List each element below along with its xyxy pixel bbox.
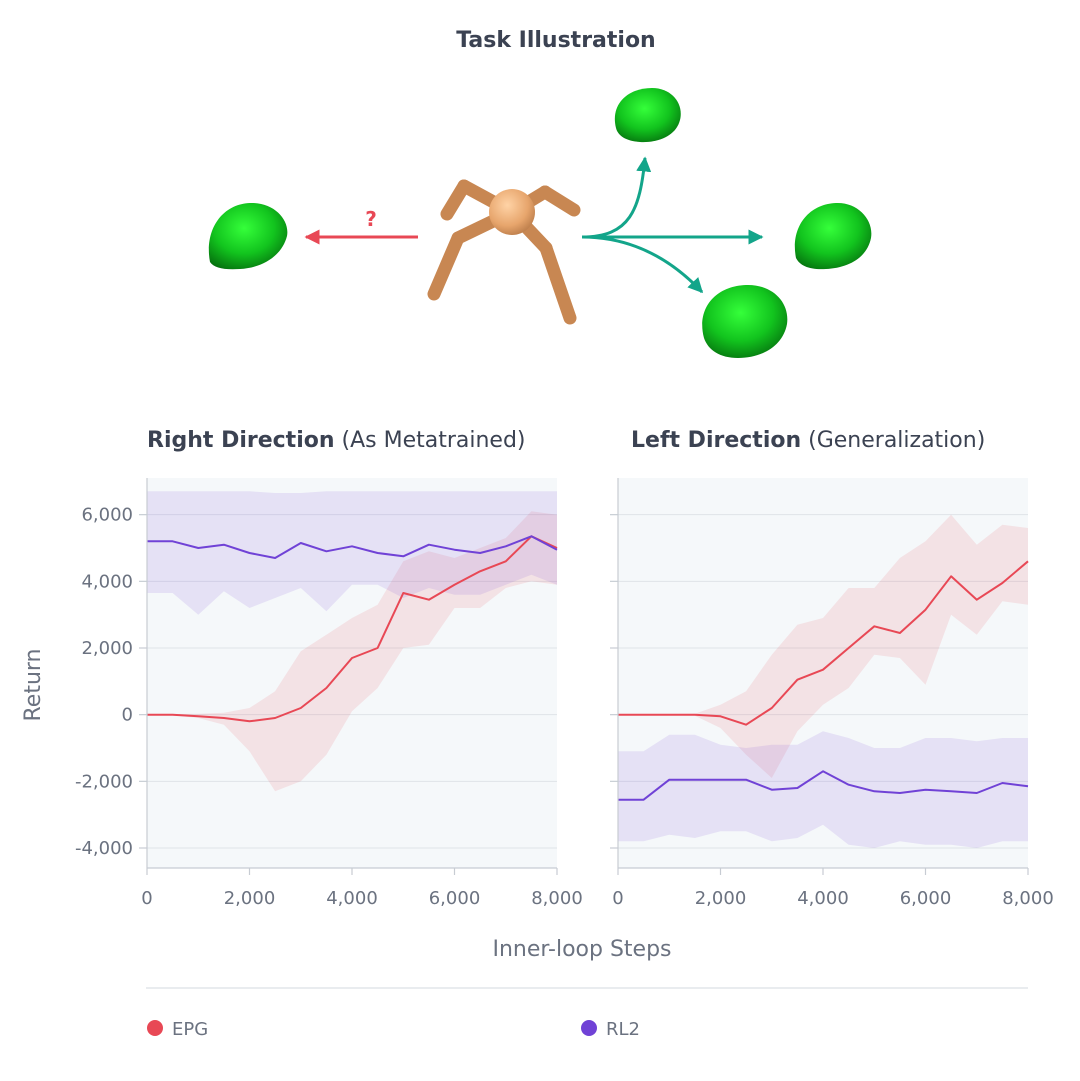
- goal-left: [208, 202, 288, 270]
- ant-agent-icon: [427, 179, 581, 325]
- legend-swatch-rl2: [581, 1020, 597, 1036]
- chart-panel-0: Right Direction (As Metatrained) -4,000 -2…: [75, 428, 583, 909]
- x-tick-label: 0: [141, 888, 152, 909]
- legend-swatch-epg: [147, 1020, 163, 1036]
- y-tick-label: 0: [122, 705, 133, 726]
- series-line-rl2: [147, 535, 558, 559]
- arrows-right: [581, 156, 764, 294]
- task-illustration: Task Illustration ?: [208, 28, 872, 358]
- y-axis-label: Return: [21, 648, 46, 721]
- arrow-up-right: [581, 156, 652, 239]
- goal-right: [794, 202, 872, 270]
- plot-background: [147, 478, 557, 868]
- x-tick-label: 6,000: [900, 888, 952, 909]
- chart-title-rest: (As Metatrained): [335, 428, 526, 453]
- chart-title-bold: Left Direction: [631, 428, 801, 453]
- chart-title-1: Left Direction (Generalization): [631, 428, 985, 453]
- x-tick-label: 2,000: [224, 888, 276, 909]
- x-tick-label: 2,000: [695, 888, 747, 909]
- y-tick-label: 2,000: [81, 638, 133, 659]
- plot-background: [618, 478, 1028, 868]
- band-epg: [618, 514, 1028, 778]
- y-tick-label: 4,000: [81, 571, 133, 592]
- series-line-rl2: [618, 770, 1029, 801]
- chart-panel-1: Left Direction (Generalization) 0 2,000 4,0…: [610, 428, 1054, 909]
- goal-top: [614, 88, 681, 143]
- y-tick-label: -2,000: [75, 771, 133, 792]
- series-line-epg: [618, 560, 1029, 726]
- x-tick-label: 8,000: [531, 888, 583, 909]
- x-tick-label: 8,000: [1002, 888, 1054, 909]
- x-tick-label: 4,000: [797, 888, 849, 909]
- legend-label-rl2: RL2: [606, 1019, 640, 1040]
- y-tick-label: 6,000: [81, 505, 133, 526]
- y-tick-label: -4,000: [75, 838, 133, 859]
- question-mark: ?: [365, 207, 377, 231]
- arrow-down-right: [581, 235, 704, 294]
- x-tick-label: 6,000: [429, 888, 481, 909]
- chart-title-rest: (Generalization): [801, 428, 985, 453]
- x-axis-label: Inner-loop Steps: [492, 937, 671, 962]
- chart-title-0: Right Direction (As Metatrained): [147, 428, 526, 453]
- charts: Right Direction (As Metatrained) -4,000 -2…: [75, 428, 1054, 909]
- x-tick-label: 4,000: [326, 888, 378, 909]
- goal-bottom: [702, 284, 788, 358]
- legend-label-epg: EPG: [172, 1019, 208, 1040]
- legend: EPG RL2: [147, 1019, 640, 1040]
- x-tick-label: 0: [612, 888, 623, 909]
- chart-title-bold: Right Direction: [147, 428, 335, 453]
- band-rl2: [618, 731, 1028, 848]
- illustration-title: Task Illustration: [456, 28, 655, 53]
- series-line-epg: [147, 535, 558, 723]
